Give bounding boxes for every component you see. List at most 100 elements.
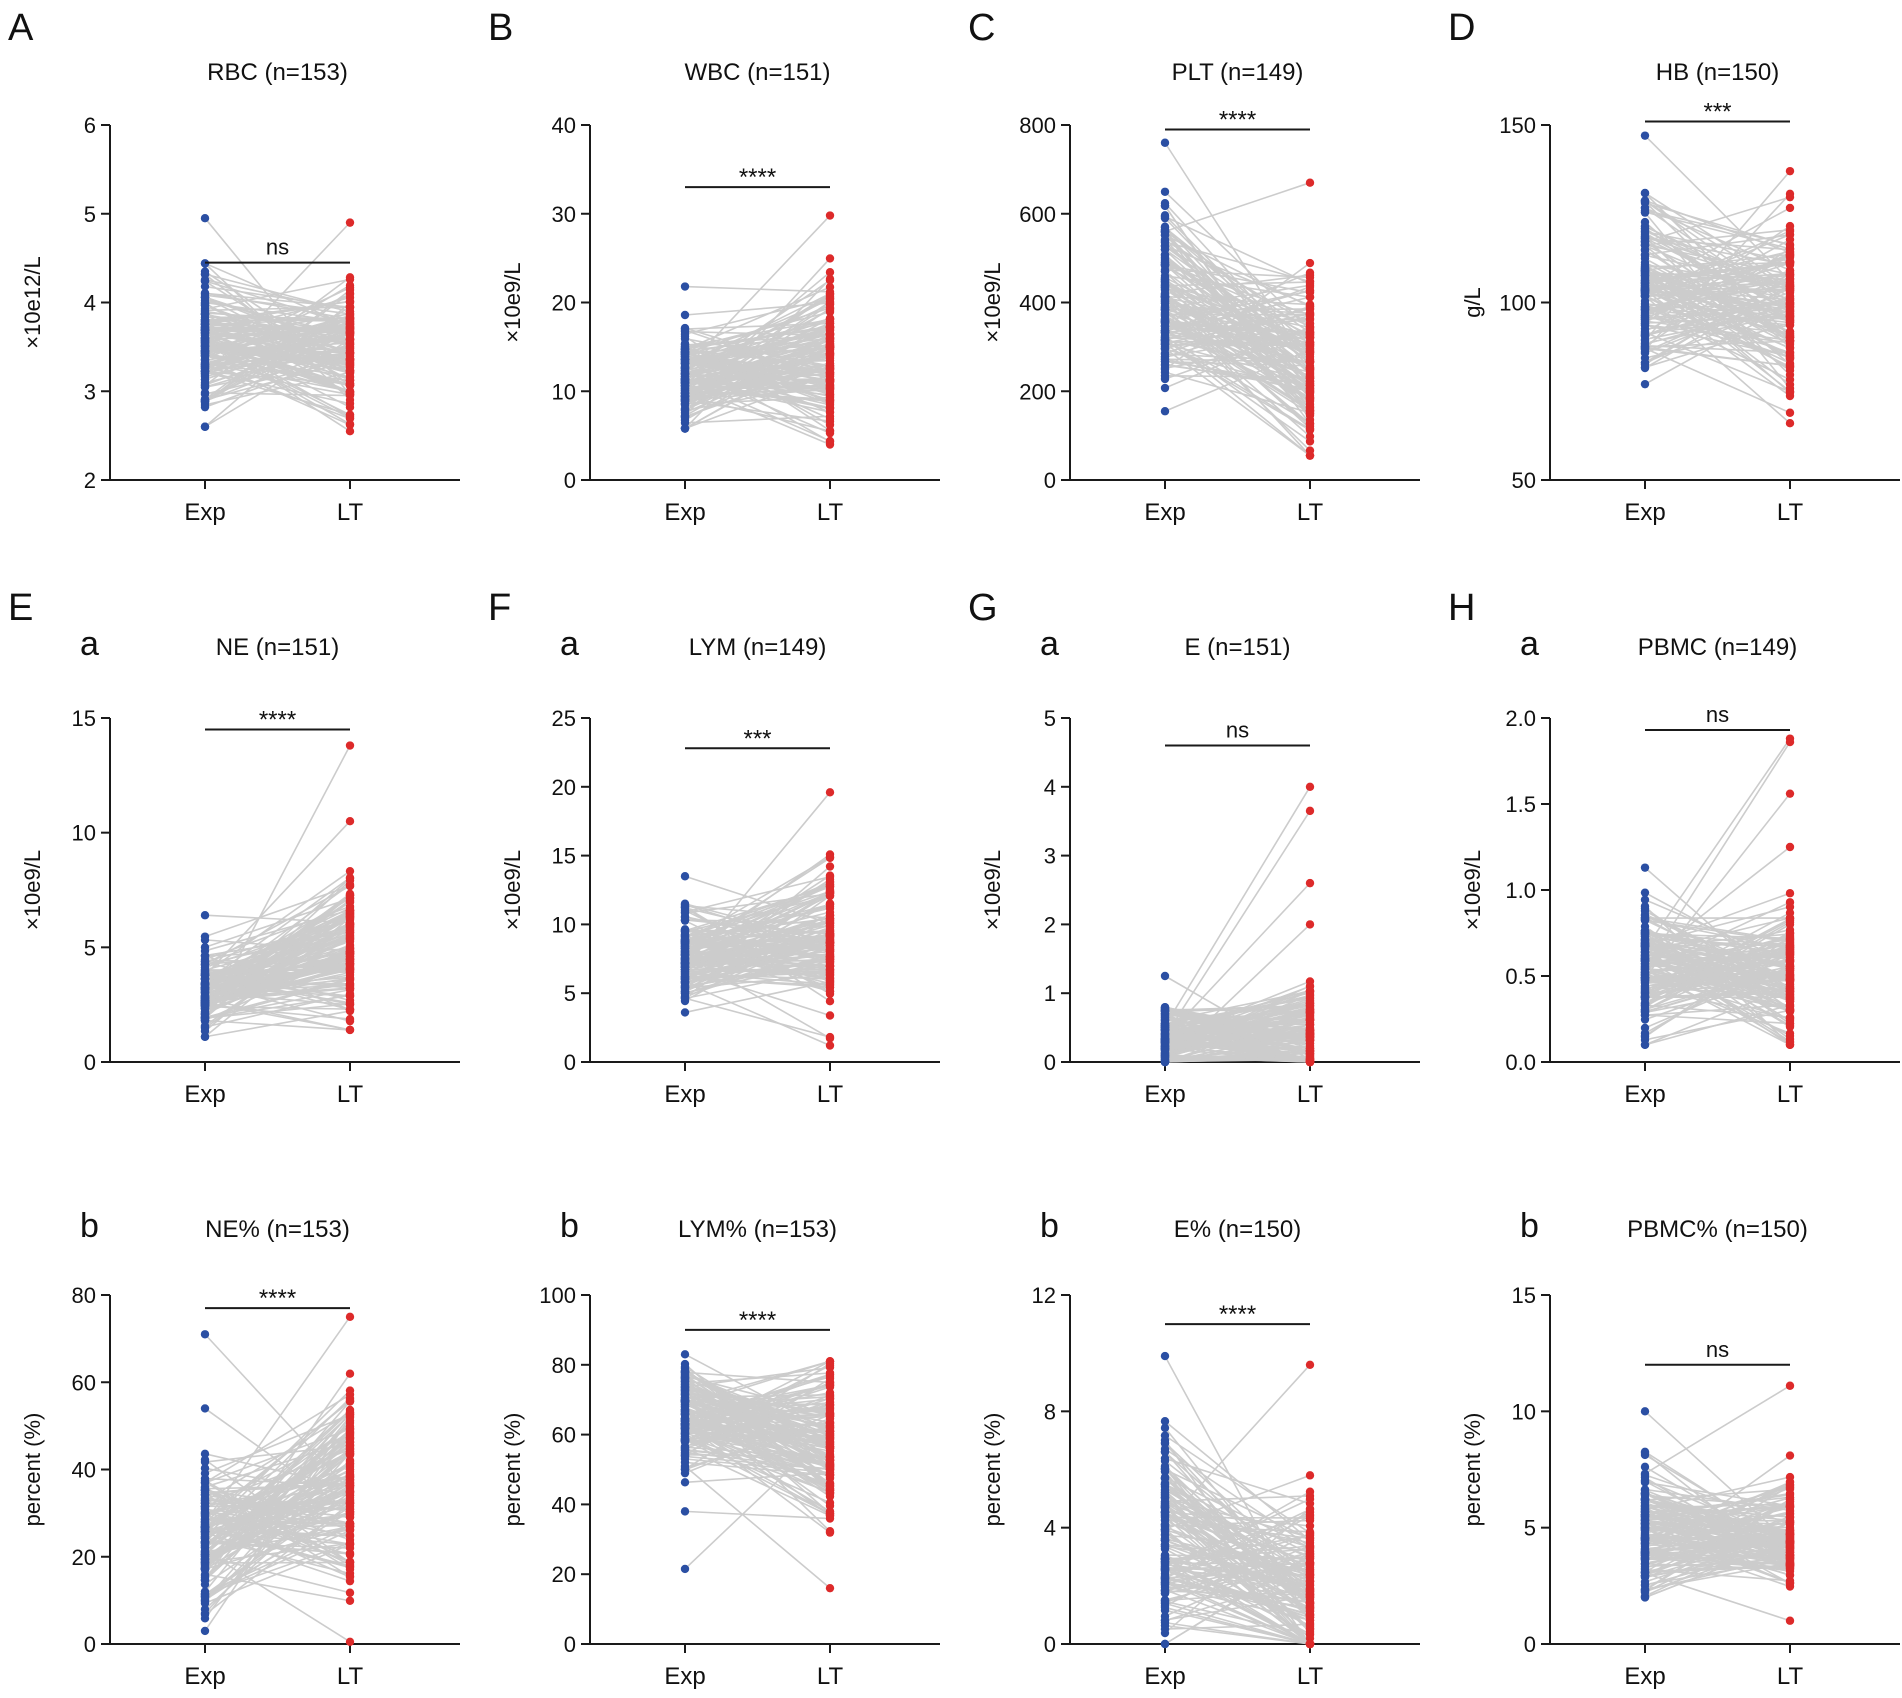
exp-point — [681, 982, 689, 990]
pair-lines — [205, 746, 350, 1037]
lt-point — [826, 351, 834, 359]
exp-point — [681, 959, 689, 967]
lt-point — [1786, 280, 1794, 288]
exp-point — [1641, 287, 1649, 295]
lt-point — [1786, 167, 1794, 175]
exp-point — [1641, 303, 1649, 311]
lt-point — [1306, 982, 1314, 990]
exp-point — [1641, 902, 1649, 910]
exp-point — [1641, 993, 1649, 1001]
exp-point — [1641, 271, 1649, 279]
exp-point — [1161, 281, 1169, 289]
y-tick-label: 0 — [84, 1050, 96, 1075]
y-axis-label: ×10e9/L — [20, 850, 45, 930]
lt-point — [1306, 178, 1314, 186]
exp-point — [1641, 189, 1649, 197]
exp-point — [681, 944, 689, 952]
lt-point — [346, 984, 354, 992]
lt-point — [346, 218, 354, 226]
lt-point — [826, 1490, 834, 1498]
exp-point — [201, 214, 209, 222]
lt-point — [1786, 889, 1794, 897]
x-tick-label: Exp — [184, 499, 225, 526]
exp-point — [201, 396, 209, 404]
lt-point — [1786, 997, 1794, 1005]
exp-point — [1641, 241, 1649, 249]
x-tick-label: LT — [337, 499, 364, 526]
panel-title: LYM% (n=153) — [678, 1216, 837, 1243]
x-tick-label: LT — [1777, 1081, 1804, 1108]
y-axis-label: ×10e9/L — [980, 850, 1005, 930]
significance-label: **** — [739, 1307, 776, 1334]
exp-point — [681, 360, 689, 368]
lt-point — [826, 292, 834, 300]
lt-point — [346, 389, 354, 397]
lt-point — [1786, 190, 1794, 198]
panel-title: HB (n=150) — [1656, 59, 1779, 86]
exp-point — [201, 1627, 209, 1635]
exp-point — [1161, 211, 1169, 219]
y-axis-label: percent (%) — [500, 1413, 525, 1527]
lt-point — [346, 345, 354, 353]
exp-point — [681, 1435, 689, 1443]
y-tick-label: 2.0 — [1505, 706, 1536, 731]
lt-point — [826, 1011, 834, 1019]
exp-point — [1161, 1007, 1169, 1015]
y-tick-label: 6 — [84, 113, 96, 138]
lt-point — [1306, 278, 1314, 286]
exp-point — [201, 969, 209, 977]
lt-point — [1786, 1032, 1794, 1040]
lt-point — [1306, 311, 1314, 319]
x-tick-label: LT — [337, 1081, 364, 1108]
panel-title: NE (n=151) — [216, 634, 339, 661]
lt-point — [1786, 235, 1794, 243]
lt-point — [1786, 409, 1794, 417]
exp-point — [1161, 972, 1169, 980]
lt-point — [346, 359, 354, 367]
lt-point — [346, 399, 354, 407]
x-tick-label: Exp — [1144, 1663, 1185, 1690]
lt-point — [826, 1034, 834, 1042]
lt-point — [1786, 734, 1794, 742]
lt-point — [826, 211, 834, 219]
y-tick-label: 15 — [72, 706, 96, 731]
y-tick-label: 10 — [72, 821, 96, 846]
lt-point — [346, 1597, 354, 1605]
exp-point — [1161, 139, 1169, 147]
exp-point — [1641, 1032, 1649, 1040]
lt-point — [1306, 303, 1314, 311]
exp-point — [681, 282, 689, 290]
exp-point — [201, 1594, 209, 1602]
panel-sublabel: b — [1040, 1207, 1059, 1245]
exp-point — [1641, 227, 1649, 235]
exp-point — [681, 1478, 689, 1486]
exp-point — [201, 1554, 209, 1562]
lt-point — [1306, 416, 1314, 424]
significance-label: ns — [1226, 718, 1249, 743]
lt-point — [1786, 292, 1794, 300]
lt-point — [1786, 337, 1794, 345]
exp-point — [681, 424, 689, 432]
exp-point — [201, 275, 209, 283]
lt-point — [346, 1425, 354, 1433]
exp-point — [1161, 273, 1169, 281]
lt-point — [346, 1505, 354, 1513]
y-tick-label: 40 — [72, 1458, 96, 1483]
lt-point — [346, 817, 354, 825]
y-tick-label: 20 — [552, 291, 576, 316]
lt-point — [346, 1409, 354, 1417]
lt-point — [346, 1449, 354, 1457]
lt-point — [346, 1573, 354, 1581]
lt-point — [826, 962, 834, 970]
lt-point — [1786, 250, 1794, 258]
lt-point — [1786, 1007, 1794, 1015]
exp-point — [1641, 966, 1649, 974]
exp-point — [681, 872, 689, 880]
lt-point — [826, 1584, 834, 1592]
x-tick-label: LT — [337, 1663, 364, 1690]
lt-point — [826, 1383, 834, 1391]
